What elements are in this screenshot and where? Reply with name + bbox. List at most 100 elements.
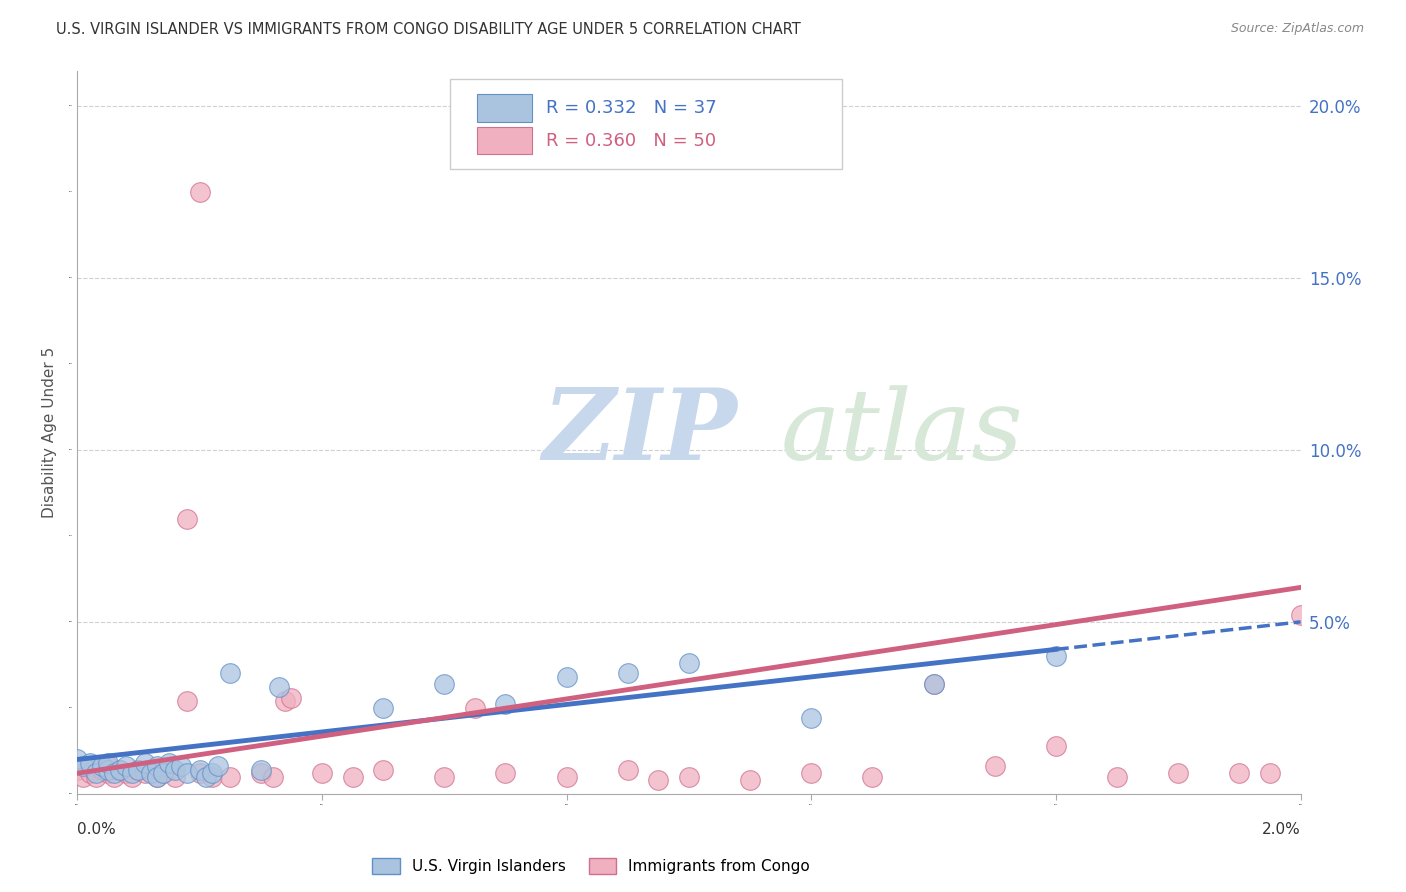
Point [194,770,217,784]
Bar [477,95,533,122]
Point [157,763,180,777]
Point [1167,766,1189,780]
Point [1045,649,1067,664]
Text: 2.0%: 2.0% [1261,822,1301,837]
Point [678,656,700,670]
Point [862,770,884,784]
Point [72,770,94,784]
Point [555,770,578,784]
Bar [477,127,533,154]
Point [1045,739,1067,753]
Point [121,766,143,780]
Point [176,766,198,780]
Point [115,766,138,780]
Point [108,763,131,777]
Point [108,763,131,777]
Point [280,690,302,705]
Point [139,766,162,780]
Point [555,670,578,684]
Point [121,770,143,784]
Point [274,694,297,708]
Point [188,185,211,199]
Point [97,759,120,773]
Point [128,763,150,777]
Point [84,766,107,780]
Text: Source: ZipAtlas.com: Source: ZipAtlas.com [1230,22,1364,36]
Legend: U.S. Virgin Islanders, Immigrants from Congo: U.S. Virgin Islanders, Immigrants from C… [366,852,817,880]
Point [250,766,273,780]
Point [922,677,945,691]
Point [984,759,1007,773]
Y-axis label: Disability Age Under 5: Disability Age Under 5 [42,347,58,518]
Text: 0.0%: 0.0% [77,822,117,837]
Point [1258,766,1281,780]
Point [269,680,291,694]
Point [165,770,187,784]
Point [433,770,456,784]
Point [103,770,125,784]
Text: U.S. VIRGIN ISLANDER VS IMMIGRANTS FROM CONGO DISABILITY AGE UNDER 5 CORRELATION: U.S. VIRGIN ISLANDER VS IMMIGRANTS FROM … [56,22,801,37]
Point [170,759,193,773]
Point [157,756,180,770]
Text: ZIP: ZIP [543,384,737,481]
Point [90,759,112,773]
Text: R = 0.360   N = 50: R = 0.360 N = 50 [546,132,716,150]
Point [311,766,333,780]
Point [90,763,112,777]
Point [103,766,125,780]
Point [84,770,107,784]
Point [79,766,101,780]
Point [134,766,156,780]
Point [464,701,486,715]
Point [188,763,211,777]
Point [678,770,700,784]
Point [371,763,394,777]
Point [617,763,640,777]
Point [617,666,640,681]
Point [115,759,138,773]
Point [188,766,211,780]
Point [495,698,517,712]
Text: R = 0.332   N = 37: R = 0.332 N = 37 [546,99,717,117]
Point [1229,766,1251,780]
Point [262,770,284,784]
Point [79,756,101,770]
Point [146,770,169,784]
Point [146,759,169,773]
Point [97,766,120,780]
Point [922,677,945,691]
Point [342,770,364,784]
Point [371,701,394,715]
Point [152,766,174,780]
Point [66,763,89,777]
Text: atlas: atlas [780,385,1024,480]
Point [1107,770,1129,784]
Point [176,694,198,708]
Point [79,759,101,773]
Point [152,766,174,780]
Point [97,763,120,777]
Point [165,763,187,777]
Point [146,770,169,784]
Point [800,766,823,780]
Point [647,773,669,788]
Point [139,763,162,777]
Point [134,756,156,770]
FancyBboxPatch shape [450,78,842,169]
Point [219,666,242,681]
Point [433,677,456,691]
Point [72,759,94,773]
Point [740,773,762,788]
Point [128,763,150,777]
Point [1289,607,1312,622]
Point [250,763,273,777]
Point [176,511,198,525]
Point [219,770,242,784]
Point [207,759,229,773]
Point [800,711,823,725]
Point [201,766,224,780]
Point [201,770,224,784]
Point [495,766,517,780]
Point [66,752,89,766]
Point [97,756,120,770]
